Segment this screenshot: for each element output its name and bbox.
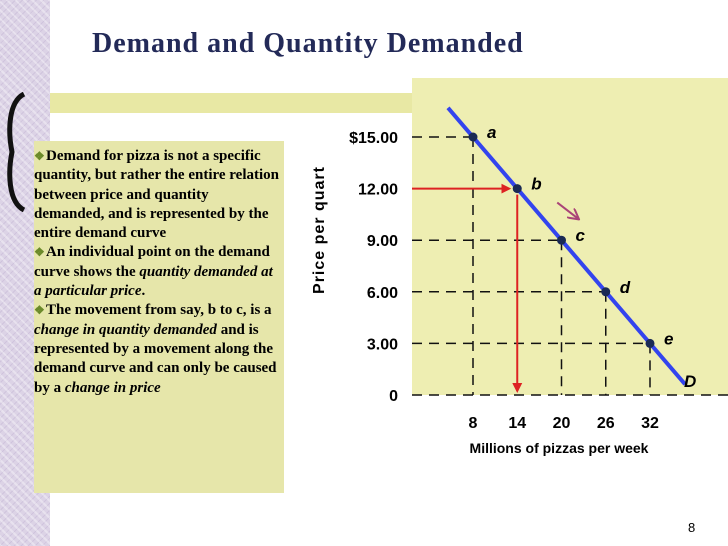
point-label: e bbox=[664, 329, 673, 348]
demand-curve bbox=[446, 106, 687, 386]
y-axis-title: Price per quart bbox=[311, 166, 328, 294]
paragraph-2-end: . bbox=[141, 283, 146, 300]
page-number: 8 bbox=[688, 520, 696, 535]
y-tick-label: 9.00 bbox=[367, 233, 398, 250]
y-tick-label: 12.00 bbox=[358, 182, 398, 199]
data-point bbox=[557, 235, 566, 245]
y-tick-label: 3.00 bbox=[367, 336, 398, 353]
series-label: D bbox=[684, 372, 696, 391]
data-point bbox=[512, 184, 522, 194]
point-label: b bbox=[531, 175, 541, 194]
x-tick-label: 32 bbox=[641, 415, 659, 432]
data-point bbox=[645, 338, 655, 348]
bracket-decoration bbox=[7, 92, 26, 212]
chart-layer: Price per quart 0 3.00 6.00 9.00 12.00 $15.00 8… bbox=[311, 78, 728, 456]
point-label: d bbox=[620, 278, 631, 297]
paragraph-2: ❖An individual point on the demand curve… bbox=[34, 243, 280, 301]
x-tick-label: 26 bbox=[597, 415, 615, 432]
slide-title: Demand and Quantity Demanded bbox=[92, 28, 524, 59]
x-tick-label: 20 bbox=[553, 415, 571, 432]
data-point bbox=[601, 287, 611, 297]
movement-arrow bbox=[556, 201, 577, 219]
y-tick-label: $15.00 bbox=[349, 130, 398, 147]
diamond-bullet-icon: ❖ bbox=[34, 245, 45, 260]
paragraph-3-text: The movement from say, b to c, is a bbox=[46, 302, 272, 319]
paragraph-3-emphasis-2: change in price bbox=[64, 379, 161, 396]
point-label: c bbox=[576, 226, 586, 245]
paragraph-1-text: Demand for pizza is not a specific quant… bbox=[34, 148, 279, 242]
diamond-bullet-icon: ❖ bbox=[34, 149, 45, 163]
paragraph-1: ❖Demand for pizza is not a specific quan… bbox=[34, 147, 280, 243]
y-tick-label: 6.00 bbox=[367, 285, 398, 302]
y-tick-label: 0 bbox=[389, 388, 398, 405]
x-axis-title: Millions of pizzas per week bbox=[470, 440, 649, 456]
paragraph-2-text: An individual point on the demand curve … bbox=[34, 244, 270, 280]
paragraph-3-text-2: and is represented by a movement along t… bbox=[34, 321, 277, 396]
paragraph-3-emphasis-1: change in quantity demanded bbox=[34, 321, 217, 338]
paragraph-3: ❖The movement from say, b to c, is a cha… bbox=[34, 301, 280, 397]
diamond-bullet-icon: ❖ bbox=[34, 303, 45, 318]
plot-area bbox=[412, 78, 728, 395]
data-point bbox=[468, 132, 478, 142]
paragraph-2-emphasis: quantity demanded at a particular price bbox=[34, 263, 273, 300]
decorative-bar bbox=[50, 93, 418, 113]
x-tick-label: 14 bbox=[508, 415, 526, 432]
text-panel: ❖Demand for pizza is not a specific quan… bbox=[34, 141, 284, 493]
x-tick-label: 8 bbox=[469, 415, 478, 432]
point-label: a bbox=[487, 123, 496, 142]
